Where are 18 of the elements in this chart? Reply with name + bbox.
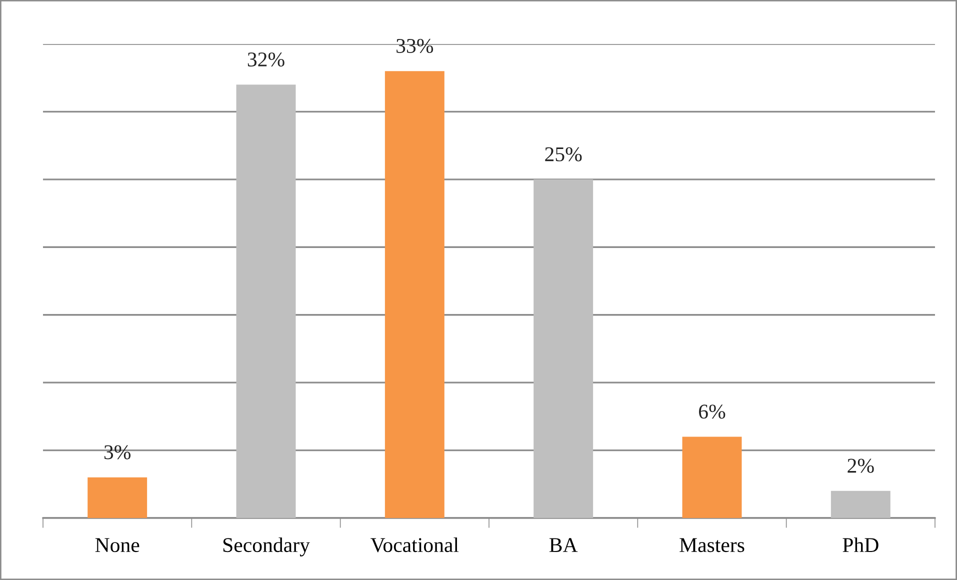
data-label: 25% [545, 147, 582, 162]
bar [682, 436, 742, 518]
x-tick-label: Secondary [223, 537, 310, 556]
data-label: 33% [396, 38, 434, 54]
bar [830, 490, 890, 518]
x-tick-label: BA [549, 538, 578, 552]
x-tick-label: PhD [842, 537, 878, 552]
data-label: 6% [699, 404, 726, 419]
data-label: 2% [848, 458, 874, 473]
x-tick-label: Masters [680, 538, 744, 552]
bar [534, 179, 594, 518]
data-label: 3% [104, 445, 131, 460]
x-tick-label: Vocational [370, 537, 459, 552]
bar [236, 84, 296, 518]
data-label: 32% [248, 52, 284, 67]
x-tick-label: None [95, 538, 140, 552]
bar [88, 477, 148, 518]
bar [384, 71, 444, 518]
